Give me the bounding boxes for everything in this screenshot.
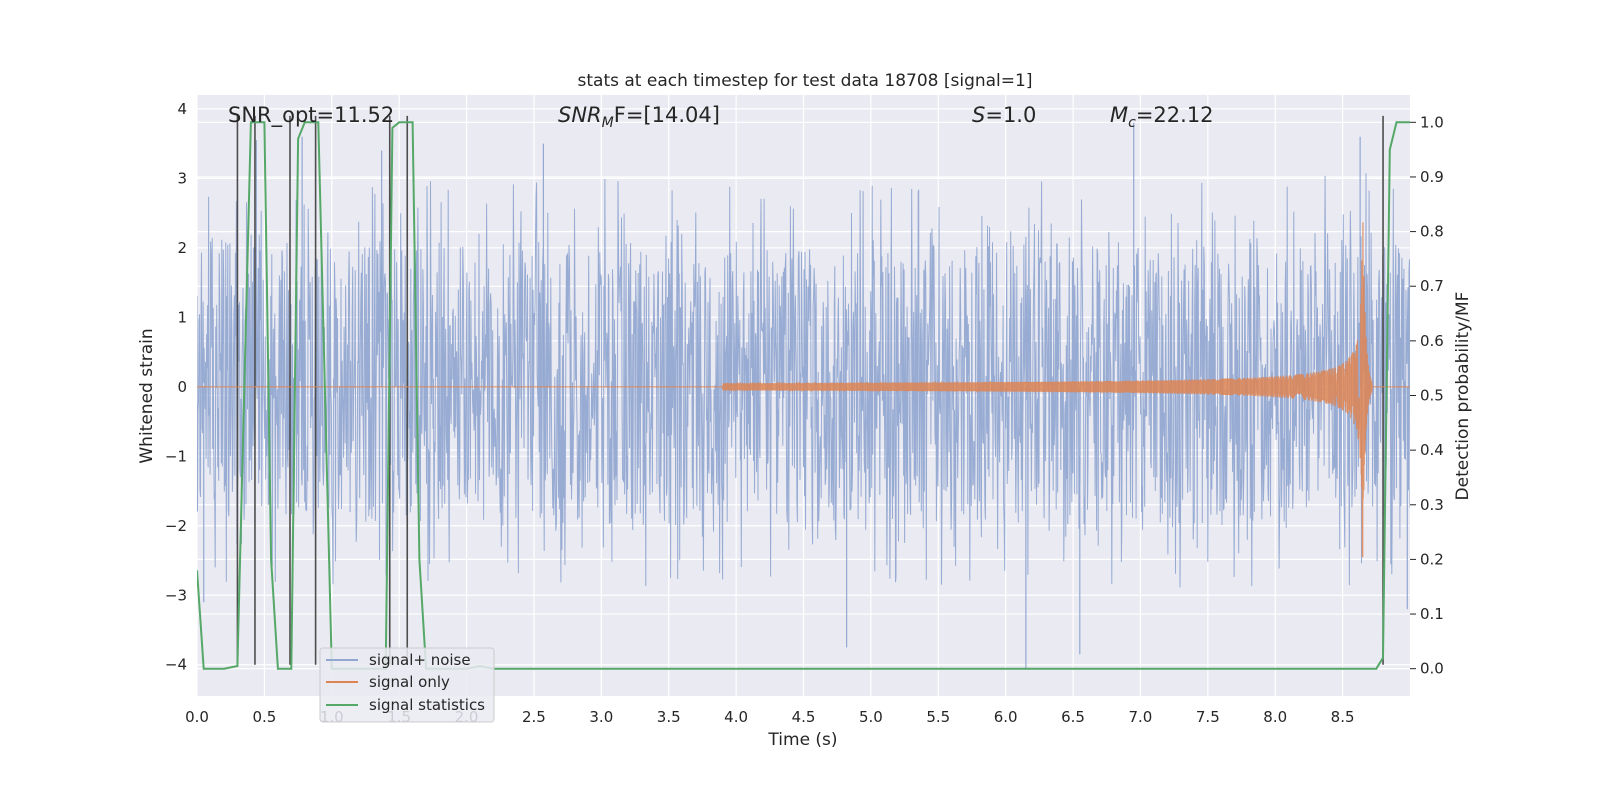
annotation-mc-sub: c (1128, 115, 1136, 131)
x-tick-label: 0.0 (185, 708, 209, 726)
x-tick-label: 2.5 (522, 708, 546, 726)
x-tick-label: 6.5 (1061, 708, 1085, 726)
annotation-s-var: S (972, 103, 985, 127)
y2-tick-label: 0.4 (1420, 441, 1444, 459)
y2-tick-label: 0.6 (1420, 332, 1444, 350)
annotation-snr-mf-var: SNR (558, 103, 602, 127)
y-tick-label: −4 (165, 656, 187, 674)
y-tick-label: −2 (165, 517, 187, 535)
series-signal-statistics-line (197, 121, 1410, 670)
x-tick-label: 8.5 (1331, 708, 1355, 726)
x-tick-label: 4.0 (724, 708, 748, 726)
legend-label-signal-statistics: signal statistics (369, 696, 485, 714)
annotation-mc-var: M (1110, 103, 1128, 127)
x-tick-label: 3.0 (589, 708, 613, 726)
annotation-snr-opt: SNR_opt=11.52 (228, 103, 394, 128)
legend-box (319, 647, 495, 723)
y-tick-label: −1 (165, 447, 187, 465)
annotation-snr-mf-rest: F=[14.04] (614, 103, 720, 127)
y2-tick-label: 1.0 (1420, 113, 1444, 131)
y2-tick-label: 0.2 (1420, 550, 1444, 568)
annotations: SNR_opt=11.52 SNRMF=[14.04] S=1.0 Mc=22.… (228, 103, 1214, 131)
y-tick-label: −3 (165, 586, 187, 604)
legend-label-signal-only: signal only (369, 673, 450, 691)
x-tick-label: 0.5 (252, 708, 276, 726)
series-signal-noise-line (197, 173, 1410, 588)
plot-content (197, 115, 1410, 670)
y2-tick-label: 0.8 (1420, 223, 1444, 241)
y-tick-label: 4 (177, 100, 187, 118)
y2-tick-label: 0.0 (1420, 660, 1444, 678)
x-tick-label: 3.5 (657, 708, 681, 726)
y-axis-label: Whitened strain (137, 328, 157, 463)
annotation-snr-mf-sub: M (602, 115, 614, 131)
y-axis-ticks: −4 −3 −2 −1 0 1 2 3 4 (165, 100, 187, 674)
y-tick-label: 3 (177, 169, 187, 187)
x-tick-label: 6.0 (994, 708, 1018, 726)
x-tick-label: 4.5 (792, 708, 816, 726)
y2-axis-ticks: 0.0 0.1 0.2 0.3 0.4 0.5 0.6 0.7 0.8 0.9 1.0 (1410, 113, 1444, 678)
annotation-s: S=1.0 (972, 103, 1036, 127)
annotation-s-rest: =1.0 (985, 103, 1036, 127)
y2-tick-label: 0.3 (1420, 496, 1444, 514)
x-tick-label: 8.0 (1263, 708, 1287, 726)
annotation-mc: Mc=22.12 (1110, 103, 1214, 131)
y-tick-label: 1 (177, 308, 187, 326)
x-tick-label: 7.5 (1196, 708, 1220, 726)
y2-axis-label: Detection probability/MF (1453, 292, 1473, 501)
x-tick-label: 7.0 (1129, 708, 1153, 726)
chart-title: stats at each timestep for test data 187… (578, 71, 1033, 91)
y-tick-label: 0 (177, 378, 187, 396)
x-tick-label: 5.0 (859, 708, 883, 726)
x-axis-label: Time (s) (767, 730, 837, 750)
y2-tick-label: 0.9 (1420, 168, 1444, 186)
legend-label-signal-noise: signal+ noise (369, 651, 471, 669)
series-signal-only-line (197, 222, 1410, 558)
legend: signal+ noise signal only signal statist… (319, 647, 495, 723)
x-tick-label: 5.5 (926, 708, 950, 726)
annotation-mc-rest: =22.12 (1136, 103, 1214, 127)
y2-tick-label: 0.7 (1420, 277, 1444, 295)
y2-tick-label: 0.1 (1420, 605, 1444, 623)
annotation-snr-mf: SNRMF=[14.04] (558, 103, 720, 131)
y-tick-label: 2 (177, 239, 187, 257)
y2-tick-label: 0.5 (1420, 387, 1444, 405)
